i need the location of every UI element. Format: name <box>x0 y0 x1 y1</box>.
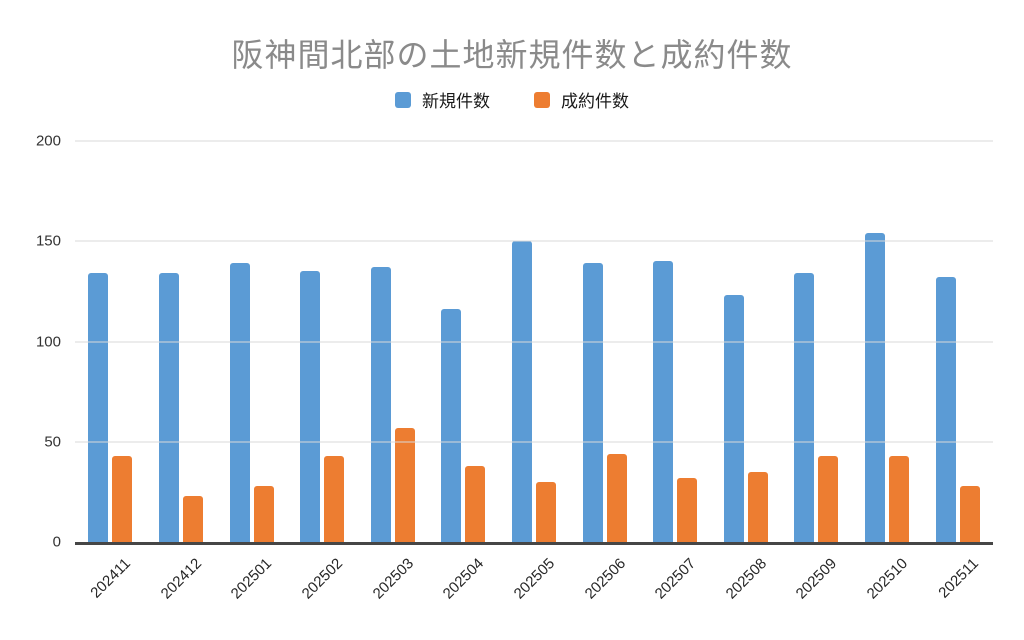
bar-contracts-202511 <box>959 485 980 542</box>
bar-group-202507: 202507 <box>640 141 711 602</box>
y-tick-label-100: 100 <box>35 333 61 350</box>
y-tick-label-200: 200 <box>35 132 61 150</box>
x-tick-label-202505: 202505 <box>510 555 558 603</box>
x-tick-label-202502: 202502 <box>298 555 347 603</box>
bar-group-202504: 202504 <box>428 141 499 602</box>
bar-new-listings-202411 <box>88 273 109 542</box>
bar-group-202505: 202505 <box>499 141 570 602</box>
y-tick-label-0: 0 <box>52 533 61 551</box>
bar-contracts-202411 <box>112 455 133 542</box>
legend: 新規件数 成約件数 <box>0 87 1024 112</box>
bar-groups: 202411 202412 202501 202502 202503 202504 2025… <box>75 141 993 602</box>
bar-new-listings-202507 <box>653 261 674 542</box>
x-tick-label-202511: 202511 <box>935 555 982 602</box>
bar-contracts-202503 <box>394 427 415 542</box>
y-tick-label-50: 50 <box>44 433 61 451</box>
x-tick-label-202509: 202509 <box>793 555 841 603</box>
bar-group-202509: 202509 <box>781 141 852 602</box>
legend-label-new-listings: 新規件数 <box>422 92 490 111</box>
bar-contracts-202505 <box>535 481 556 542</box>
legend-swatch-contracts <box>534 91 550 108</box>
legend-item-new-listings: 新規件数 <box>395 87 490 112</box>
bar-contracts-202502 <box>324 455 345 542</box>
bar-contracts-202509 <box>818 455 839 542</box>
bar-group-202511: 202511 <box>922 141 993 602</box>
bar-new-listings-202503 <box>370 267 391 542</box>
bar-group-202411: 202411 <box>75 141 146 602</box>
bar-new-listings-202506 <box>582 263 603 542</box>
x-tick-label-202412: 202412 <box>157 555 205 603</box>
bar-group-202508: 202508 <box>710 141 781 602</box>
gridline-150 <box>75 240 993 242</box>
bar-new-listings-202505 <box>511 241 532 542</box>
bar-new-listings-202502 <box>300 271 321 542</box>
legend-item-contracts: 成約件数 <box>534 87 629 112</box>
bar-group-202503: 202503 <box>357 141 428 602</box>
x-tick-label-202506: 202506 <box>581 555 629 603</box>
plot-area: 202411 202412 202501 202502 202503 202504 2025… <box>36 134 993 602</box>
gridline-50 <box>75 441 993 443</box>
legend-label-contracts: 成約件数 <box>561 92 629 111</box>
gridline-200 <box>75 140 993 142</box>
bar-group-202502: 202502 <box>287 141 358 602</box>
x-tick-label-202504: 202504 <box>439 555 488 603</box>
bar-new-listings-202501 <box>229 263 250 542</box>
bar-contracts-202412 <box>182 495 203 542</box>
bar-new-listings-202510 <box>865 233 885 542</box>
x-tick-label-202503: 202503 <box>369 555 417 603</box>
chart-title: 阪神間北部の土地新規件数と成約件数 <box>231 37 793 73</box>
bar-new-listings-202504 <box>441 309 462 542</box>
bar-contracts-202501 <box>253 485 274 542</box>
bar-new-listings-202511 <box>935 277 956 542</box>
bar-contracts-202506 <box>606 453 627 542</box>
x-tick-label-202508: 202508 <box>722 555 770 603</box>
x-tick-label-202411: 202411 <box>87 555 135 602</box>
bar-new-listings-202412 <box>158 273 179 542</box>
x-tick-label-202501: 202501 <box>228 555 276 603</box>
y-tick-label-150: 150 <box>35 232 61 250</box>
bar-group-202501: 202501 <box>216 141 287 602</box>
bar-group-202510: 202510 <box>852 141 923 602</box>
bar-new-listings-202509 <box>794 273 815 542</box>
bar-contracts-202504 <box>465 465 486 542</box>
gridline-100 <box>75 341 993 342</box>
bar-new-listings-202508 <box>723 295 744 542</box>
bar-contracts-202508 <box>747 471 768 542</box>
bar-group-202412: 202412 <box>146 141 217 602</box>
x-tick-label-202507: 202507 <box>651 555 700 603</box>
legend-swatch-new-listings <box>395 91 411 108</box>
bar-group-202506: 202506 <box>569 141 640 602</box>
bar-contracts-202510 <box>889 455 909 542</box>
x-tick-label-202510: 202510 <box>863 555 912 603</box>
bar-contracts-202507 <box>677 477 698 542</box>
